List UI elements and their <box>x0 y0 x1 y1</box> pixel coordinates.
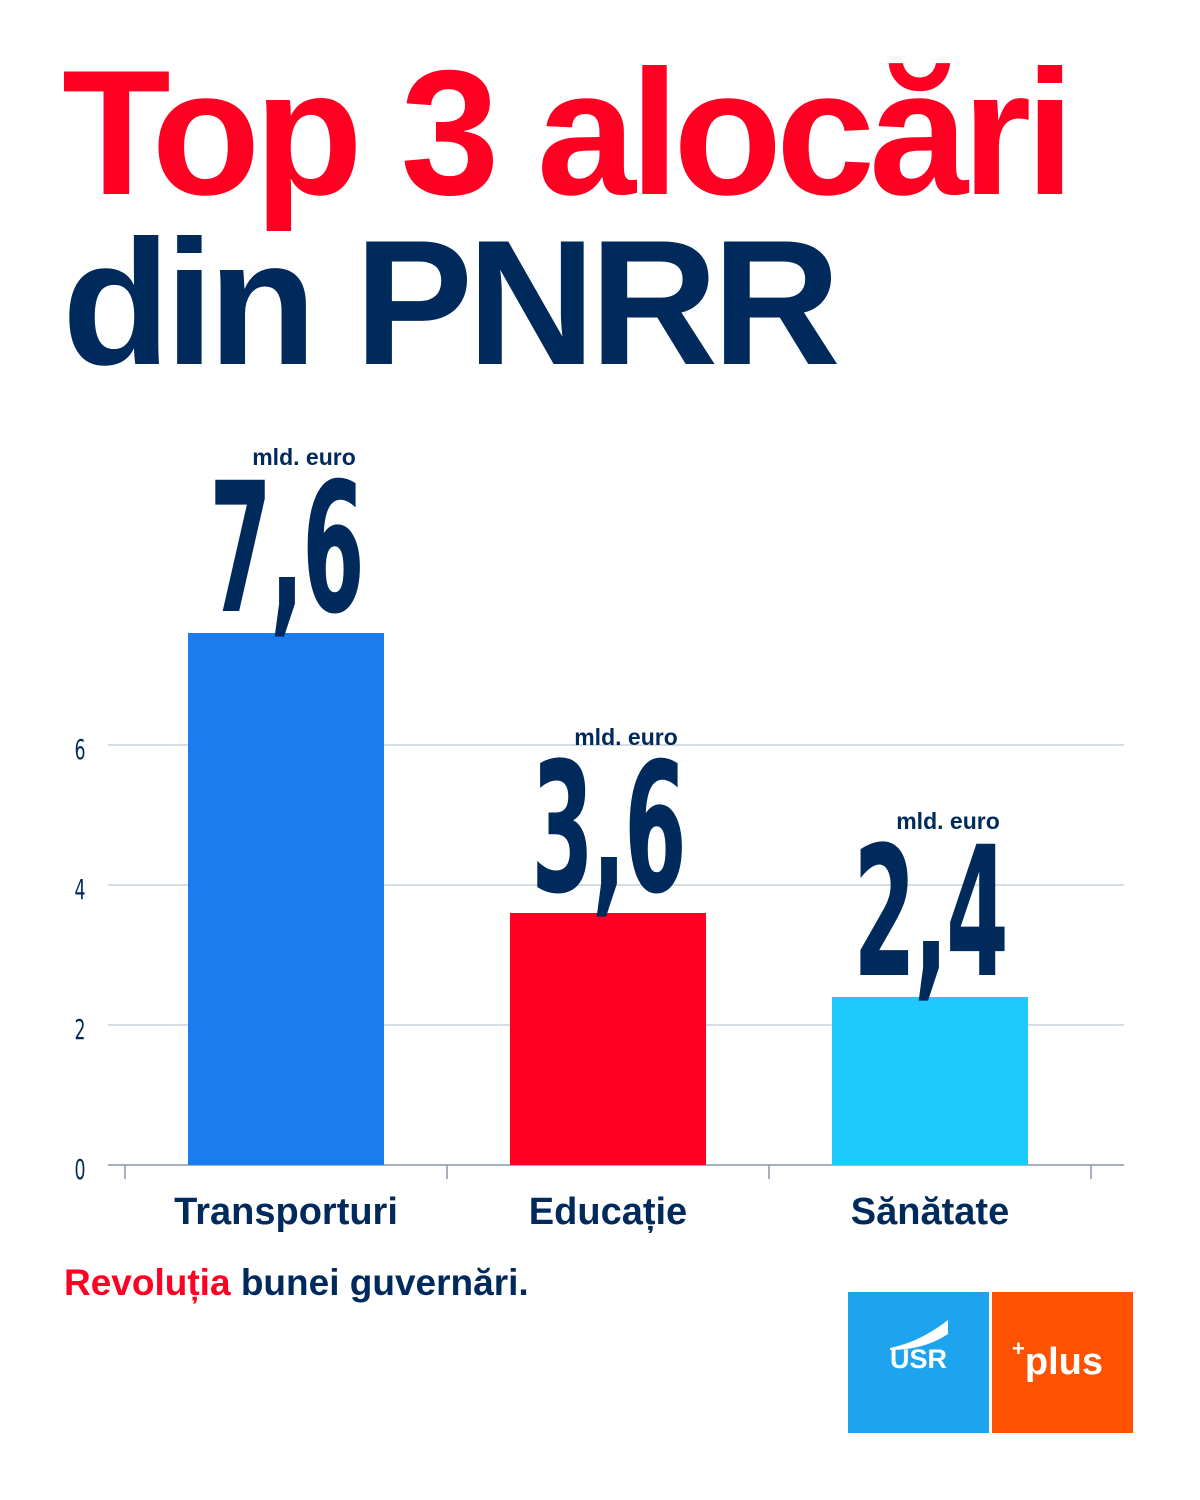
plus-logo-text: +plus <box>1012 1336 1103 1384</box>
plus-logo: +plus <box>992 1292 1133 1433</box>
bars <box>188 633 1028 1165</box>
y-tick-label: 2 <box>74 1014 85 1046</box>
category-labels: Transporturi Educație Sănătate <box>174 1191 1009 1233</box>
category-label: Transporturi <box>174 1191 398 1233</box>
value-label: 2,4 <box>853 808 1006 1018</box>
bar-2 <box>832 997 1028 1165</box>
value-label: 3,6 <box>531 724 684 934</box>
y-tick-label: 4 <box>74 874 85 906</box>
value-label: 7,6 <box>209 444 362 654</box>
unit-label: mld. euro <box>574 724 678 750</box>
y-tick-label: 0 <box>74 1154 85 1186</box>
bar-1 <box>510 913 706 1165</box>
bar-0 <box>188 633 384 1165</box>
y-tick-label: 6 <box>74 734 85 766</box>
slogan-highlight: Revoluția <box>64 1262 231 1303</box>
y-axis-ticks: 0 2 4 6 <box>74 734 85 1186</box>
plus-word: plus <box>1024 1341 1103 1383</box>
usr-logo-text: USR <box>890 1344 948 1374</box>
title-line-2: din PNRR <box>62 203 841 402</box>
usr-logo: USR <box>848 1292 989 1433</box>
category-label: Sănătate <box>851 1191 1009 1233</box>
usr-wing-icon <box>890 1320 948 1350</box>
plus-sign: + <box>1012 1336 1025 1361</box>
slogan-rest: bunei guvernări. <box>240 1262 529 1303</box>
category-label: Educație <box>529 1191 687 1233</box>
unit-label: mld. euro <box>896 808 1000 834</box>
footer-slogan: Revoluția bunei guvernări. <box>64 1262 529 1304</box>
title-line-1: Top 3 alocări <box>62 33 1075 232</box>
unit-label: mld. euro <box>252 444 356 470</box>
